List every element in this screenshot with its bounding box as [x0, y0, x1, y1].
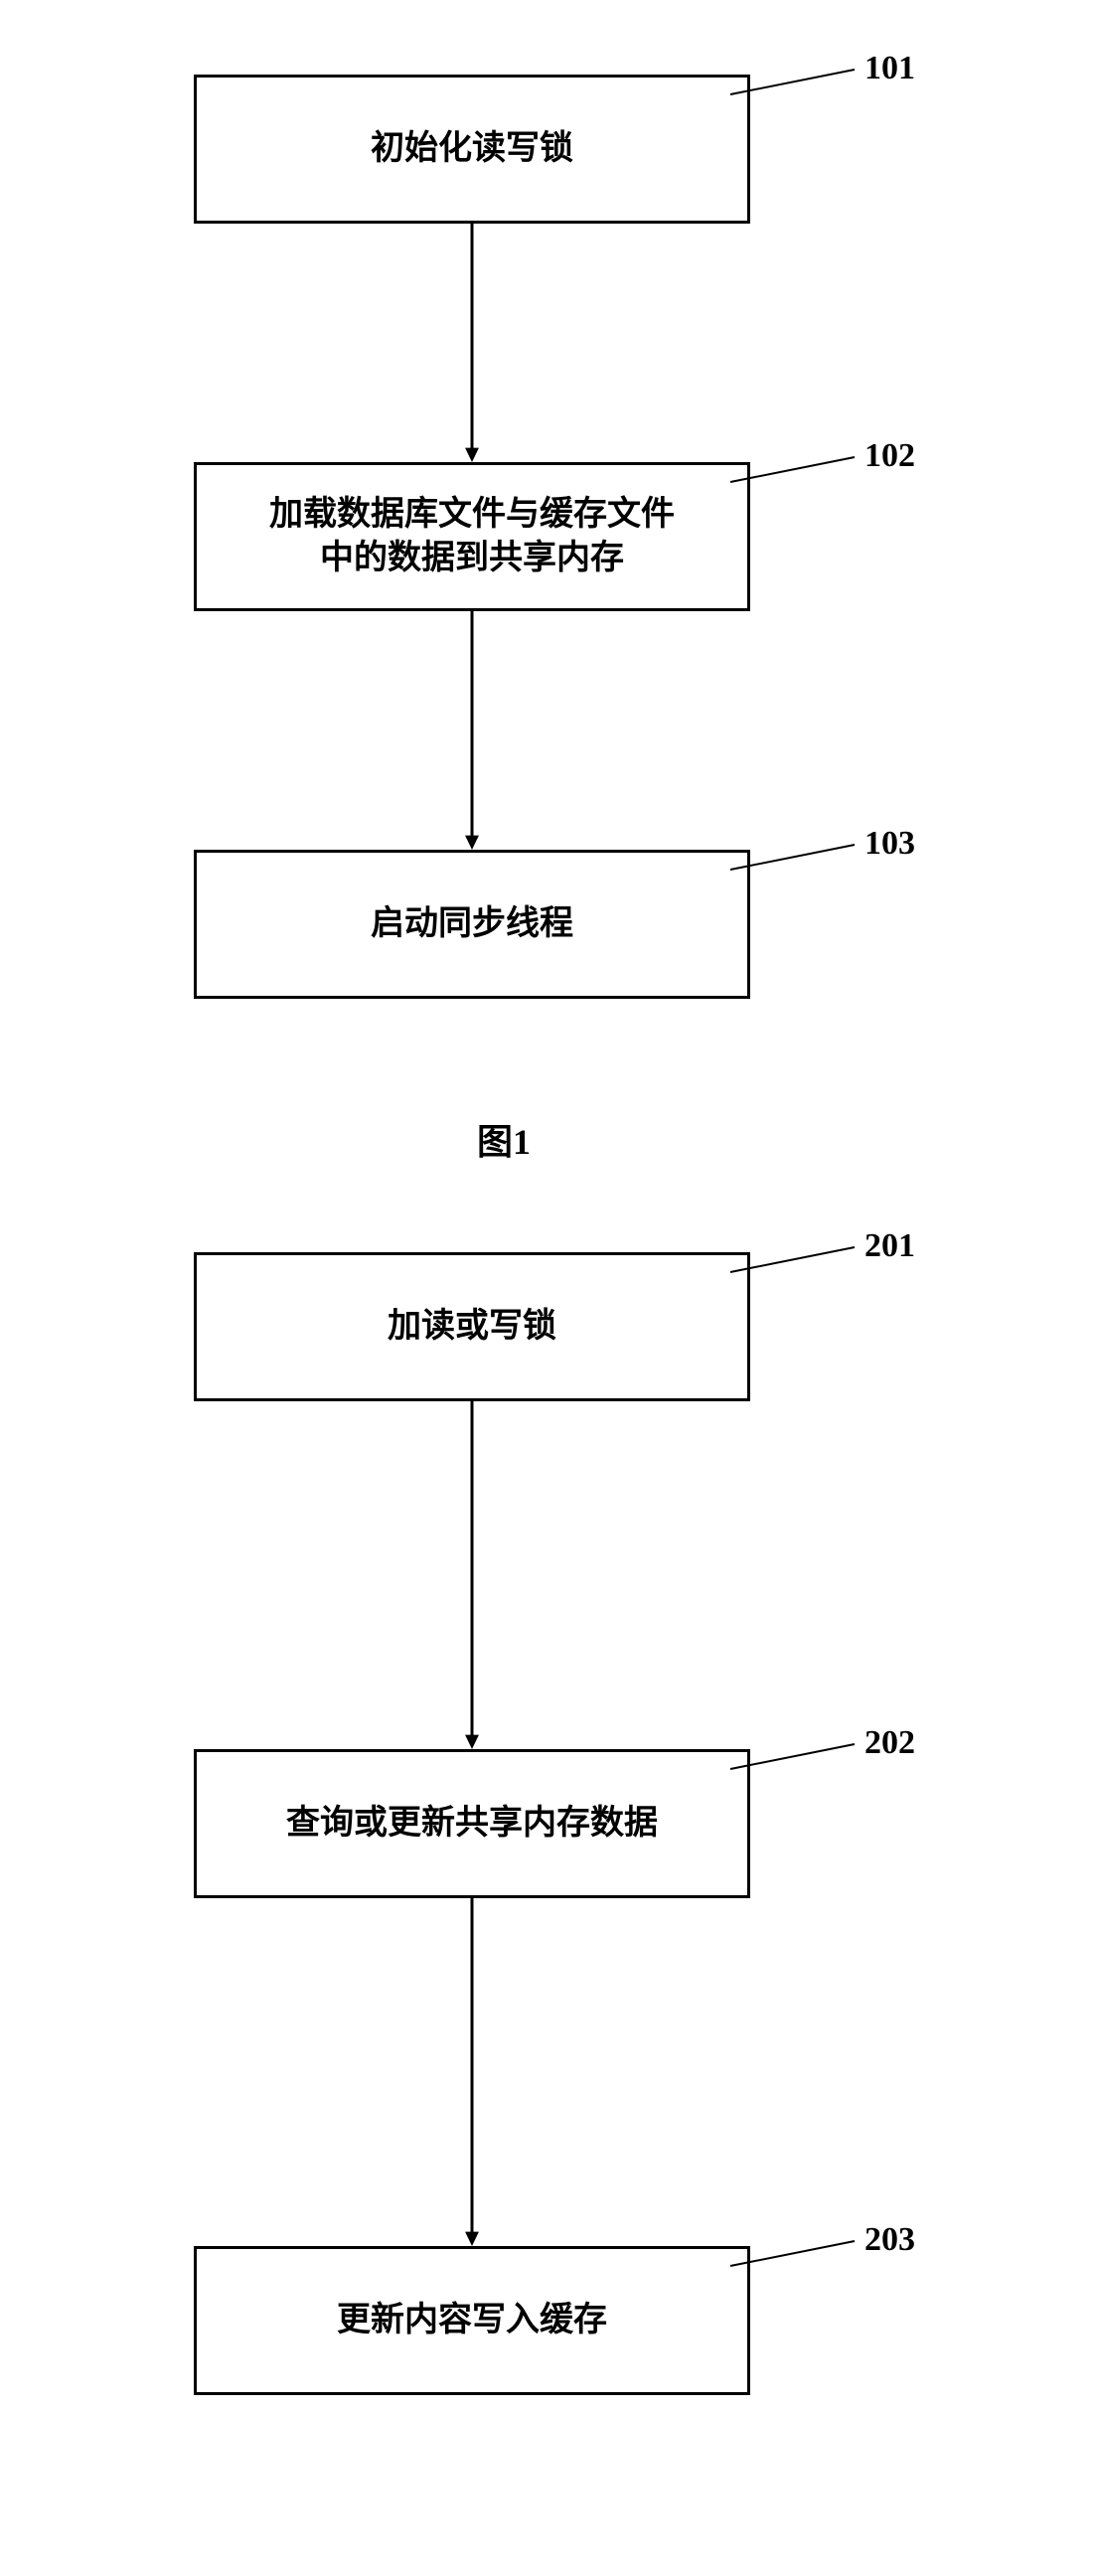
flowchart-node-text: 启动同步线程 [371, 902, 573, 946]
flowchart-node-text: 初始化读写锁 [371, 127, 573, 171]
fig2-arrow-0 [456, 1385, 488, 1765]
fig2-arrow-1 [456, 1882, 488, 2262]
flowchart-node-101: 初始化读写锁 [194, 75, 750, 224]
fig1-caption: 图1 [477, 1113, 531, 1165]
flowchart-node-103: 启动同步线程 [194, 850, 750, 999]
node-label-202: 202 [864, 1724, 915, 1762]
leader-line-103 [728, 843, 857, 872]
flowchart-node-201: 加读或写锁 [194, 1252, 750, 1401]
leader-line-201 [728, 1245, 857, 1274]
leader-line-203 [728, 2239, 857, 2268]
node-label-201: 201 [864, 1227, 915, 1265]
flowchart-node-102: 加载数据库文件与缓存文件中的数据到共享内存 [194, 462, 750, 611]
node-label-103: 103 [864, 825, 915, 863]
fig1-arrow-1 [456, 595, 488, 866]
flowchart-node-text: 加载数据库文件与缓存文件中的数据到共享内存 [269, 493, 675, 580]
fig1-arrow-0 [456, 208, 488, 478]
flowchart-node-text: 查询或更新共享内存数据 [286, 1802, 658, 1846]
flowchart-node-text: 加读或写锁 [388, 1305, 556, 1349]
node-label-203: 203 [864, 2221, 915, 2259]
leader-line-202 [728, 1742, 857, 1771]
leader-line-101 [728, 68, 857, 96]
flowchart-node-202: 查询或更新共享内存数据 [194, 1749, 750, 1898]
leader-line-102 [728, 455, 857, 484]
node-label-102: 102 [864, 437, 915, 475]
node-label-101: 101 [864, 50, 915, 87]
flowchart-node-203: 更新内容写入缓存 [194, 2246, 750, 2395]
flowchart-node-text: 更新内容写入缓存 [337, 2299, 607, 2342]
